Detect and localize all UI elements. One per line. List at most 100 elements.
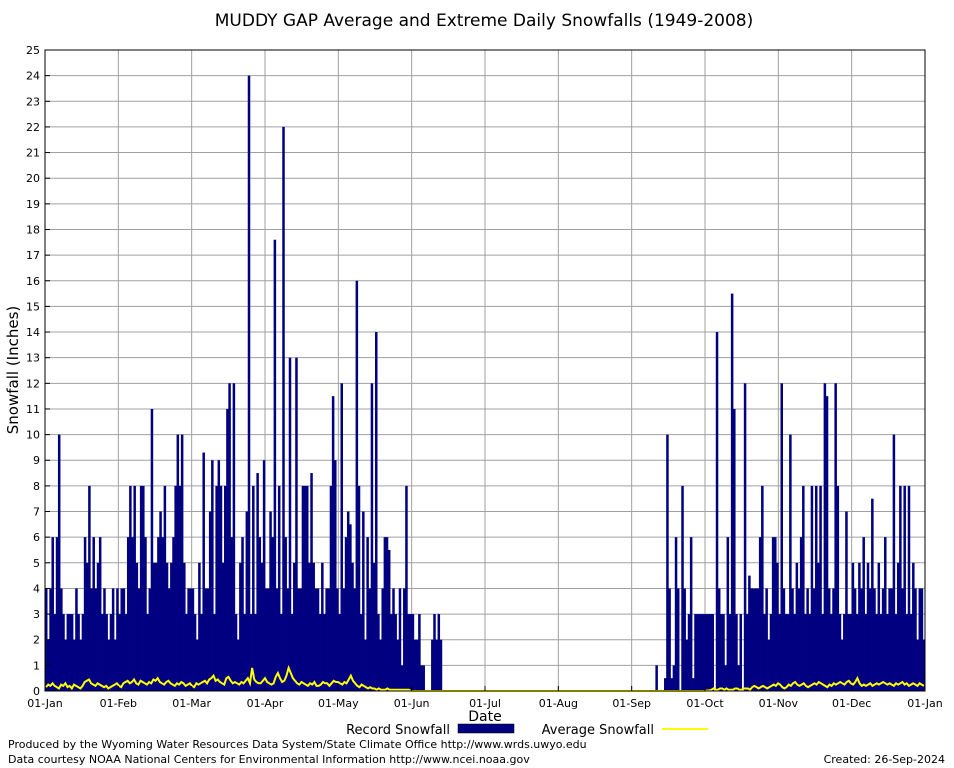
record-bar [211,460,214,691]
record-bar [879,614,883,691]
record-bar [351,562,354,691]
record-bar [377,614,380,691]
record-bar [198,562,201,691]
record-bar [745,614,749,691]
y-tick-label: 6 [33,531,40,544]
record-bar [280,614,283,691]
y-tick-label: 16 [26,275,40,288]
record-bar [774,537,777,691]
record-bar [163,485,167,691]
record-bar [310,473,313,691]
record-bar [840,639,844,691]
record-bar [435,639,438,691]
record-bar [359,614,363,691]
record-bar [724,665,727,691]
record-bar [267,588,270,691]
record-bar [321,562,324,691]
record-bar [381,588,384,691]
y-tick-label: 15 [26,300,40,313]
record-bar [681,485,684,691]
record-bar [403,588,406,691]
record-bar [293,562,296,691]
record-bar [122,588,126,691]
y-tick-label: 17 [26,249,40,262]
record-bar [390,614,393,691]
record-bar [49,588,52,691]
record-bar [433,614,436,691]
record-bar [239,562,242,691]
record-bar [318,614,322,691]
footer-created: Created: 26-Sep-2024 [823,753,945,766]
record-bar [676,588,680,691]
record-bar [329,485,333,691]
record-bar [208,511,212,691]
record-bar [312,562,315,691]
record-bar [288,357,292,691]
record-bar [763,614,766,691]
record-bar [689,537,693,691]
record-bar [836,485,840,691]
y-tick-label: 13 [26,352,40,365]
record-bar [705,614,708,691]
record-bar [886,614,889,691]
footer-produced-by: Produced by the Wyoming Water Resources … [8,738,587,751]
record-bar [303,485,307,691]
record-bar [866,562,870,691]
record-bar [135,562,139,691]
record-bar [668,588,671,691]
record-bar [655,665,658,691]
record-bar [148,588,152,691]
record-bar [249,614,253,691]
record-bar [202,452,205,691]
legend-label-average: Average Snowfall [542,723,654,738]
record-bar [398,588,402,691]
record-bar [793,614,796,691]
record-bar [161,537,164,691]
record-bar [672,665,676,691]
y-tick-label: 7 [33,506,40,519]
grid-lines [45,50,925,691]
record-bar [922,639,926,691]
record-bar [334,460,337,691]
record-bar [415,639,419,691]
record-bar [346,511,350,691]
record-bar [362,511,365,691]
record-bar [81,614,85,691]
record-bar [53,614,57,691]
record-bar [282,126,285,692]
record-bar [262,460,266,691]
y-tick-label: 20 [26,172,40,185]
x-axis-ticks: 01-Jan 01-Feb 01-Mar 01-Apr 01-May 01-Jun 01-J… [27,686,943,710]
y-tick-label: 14 [26,326,40,339]
record-bar [57,434,61,691]
record-bar [355,280,359,691]
record-bar [159,511,162,691]
y-tick-label: 24 [26,70,40,83]
x-tick-label: 01-Feb [100,697,137,710]
record-bar [64,639,67,691]
record-bar [68,614,72,691]
y-tick-label: 9 [33,454,40,467]
record-bar [338,614,341,691]
record-bar [90,588,93,691]
record-bar [105,614,108,691]
record-bar [726,537,730,691]
record-bar [909,614,913,691]
record-bar [832,588,835,691]
record-bar [694,614,697,691]
record-bar [664,678,667,691]
y-tick-label: 3 [33,608,40,621]
record-bar [849,614,853,691]
record-bar [411,614,415,691]
record-bar [187,588,190,691]
y-tick-label: 21 [26,147,40,160]
record-bar [142,485,145,691]
record-bar [750,588,753,691]
record-bar [96,562,100,691]
record-bar [405,485,408,691]
record-bar [830,614,833,691]
record-bar [284,537,287,691]
record-bar [226,408,229,691]
record-bar [873,588,876,691]
record-bar [111,588,115,691]
